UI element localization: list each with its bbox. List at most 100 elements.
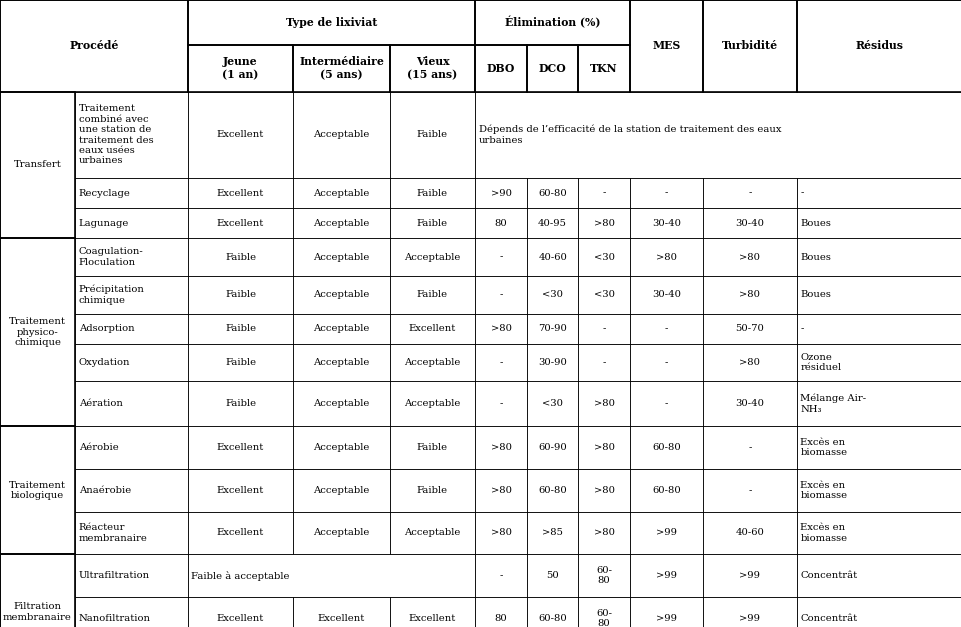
Text: >80: >80 <box>655 253 677 261</box>
Bar <box>629 381 702 426</box>
Bar <box>389 381 475 426</box>
Text: 50: 50 <box>546 571 558 580</box>
Text: Faible: Faible <box>416 219 448 228</box>
Text: 40-95: 40-95 <box>537 219 567 228</box>
Bar <box>475 45 527 92</box>
Text: Acceptable: Acceptable <box>313 130 369 139</box>
Bar <box>702 0 796 92</box>
Text: DBO: DBO <box>486 63 515 73</box>
Bar <box>578 238 629 276</box>
Bar <box>75 314 187 344</box>
Text: Type de lixiviat: Type de lixiviat <box>285 17 377 28</box>
Bar <box>578 469 629 512</box>
Bar <box>796 554 961 597</box>
Text: >80: >80 <box>593 529 614 537</box>
Text: 30-40: 30-40 <box>734 219 764 228</box>
Text: >80: >80 <box>739 253 759 261</box>
Text: >80: >80 <box>593 219 614 228</box>
Text: -: - <box>800 189 803 198</box>
Text: Boues: Boues <box>800 290 830 299</box>
Bar <box>75 238 187 276</box>
Text: Procédé: Procédé <box>69 40 118 51</box>
Text: 30-40: 30-40 <box>652 290 680 299</box>
Bar <box>796 276 961 314</box>
Text: >80: >80 <box>593 443 614 452</box>
Bar <box>475 178 527 208</box>
Bar <box>0 426 75 554</box>
Bar <box>796 597 961 627</box>
Text: Acceptable: Acceptable <box>313 189 369 198</box>
Bar <box>75 276 187 314</box>
Text: Adsorption: Adsorption <box>79 324 135 333</box>
Text: Acceptable: Acceptable <box>313 253 369 261</box>
Text: -: - <box>602 189 605 198</box>
Bar <box>75 178 187 208</box>
Text: Turbidité: Turbidité <box>721 40 777 51</box>
Bar <box>389 276 475 314</box>
Text: -: - <box>499 571 503 580</box>
Bar <box>75 92 187 178</box>
Bar <box>527 512 578 554</box>
Text: Excès en
biomasse: Excès en biomasse <box>800 481 847 500</box>
Text: -: - <box>800 324 803 333</box>
Bar <box>293 92 389 178</box>
Bar <box>578 554 629 597</box>
Bar <box>629 314 702 344</box>
Text: Lagunage: Lagunage <box>79 219 129 228</box>
Bar <box>702 208 796 238</box>
Bar <box>629 0 702 92</box>
Text: Intermédiaire
(5 ans): Intermédiaire (5 ans) <box>299 56 383 80</box>
Bar <box>527 554 578 597</box>
Bar <box>527 208 578 238</box>
Text: Faible: Faible <box>416 189 448 198</box>
Text: Élimination (%): Élimination (%) <box>505 16 600 28</box>
Bar <box>629 276 702 314</box>
Bar <box>389 314 475 344</box>
Bar <box>389 178 475 208</box>
Text: Vieux
(15 ans): Vieux (15 ans) <box>407 56 457 80</box>
Bar <box>702 276 796 314</box>
Text: Acceptable: Acceptable <box>313 529 369 537</box>
Bar <box>293 381 389 426</box>
Text: Anaérobie: Anaérobie <box>79 486 131 495</box>
Text: >99: >99 <box>655 614 677 623</box>
Text: Faible à acceptable: Faible à acceptable <box>191 571 289 581</box>
Text: Faible: Faible <box>416 443 448 452</box>
Text: Acceptable: Acceptable <box>404 529 460 537</box>
Bar <box>527 276 578 314</box>
Text: 40-60: 40-60 <box>537 253 567 261</box>
Bar <box>75 597 187 627</box>
Text: Traitement
physico-
chimique: Traitement physico- chimique <box>9 317 66 347</box>
Text: >90: >90 <box>490 189 511 198</box>
Text: -: - <box>664 399 668 408</box>
Bar <box>475 208 527 238</box>
Bar <box>75 208 187 238</box>
Text: Résidus: Résidus <box>854 40 902 51</box>
Text: MES: MES <box>652 40 680 51</box>
Text: >80: >80 <box>490 324 511 333</box>
Bar <box>527 381 578 426</box>
Bar <box>796 344 961 381</box>
Text: Coagulation-
Floculation: Coagulation- Floculation <box>79 248 143 266</box>
Bar <box>389 344 475 381</box>
Text: Faible: Faible <box>225 324 256 333</box>
Text: -: - <box>499 290 503 299</box>
Text: >99: >99 <box>655 529 677 537</box>
Text: >80: >80 <box>739 358 759 367</box>
Text: Filtration
membranaire: Filtration membranaire <box>3 603 72 621</box>
Bar <box>475 381 527 426</box>
Bar <box>75 426 187 469</box>
Bar <box>702 426 796 469</box>
Bar <box>75 512 187 554</box>
Bar <box>187 512 293 554</box>
Bar <box>389 208 475 238</box>
Bar <box>527 344 578 381</box>
Text: >99: >99 <box>739 571 759 580</box>
Bar <box>629 208 702 238</box>
Bar <box>293 597 389 627</box>
Text: Recyclage: Recyclage <box>79 189 131 198</box>
Bar <box>702 344 796 381</box>
Text: Excellent: Excellent <box>216 130 264 139</box>
Bar <box>293 314 389 344</box>
Text: TKN: TKN <box>590 63 617 73</box>
